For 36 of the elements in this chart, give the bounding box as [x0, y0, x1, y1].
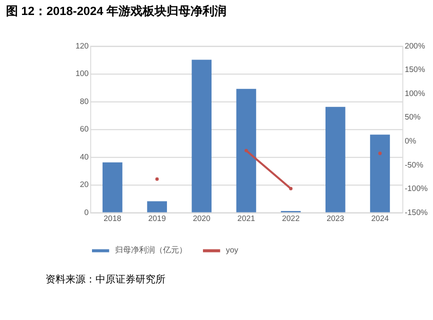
x-tick-label: 2019: [148, 214, 166, 223]
point: [244, 148, 248, 152]
y2-tick-label: -100%: [404, 184, 428, 194]
y-tick-label: 80: [80, 96, 90, 106]
x-tick-label: 2022: [282, 214, 300, 223]
bar: [147, 201, 167, 212]
bar: [236, 88, 256, 212]
legend-label: 归母净利润（亿元）: [114, 246, 187, 255]
point: [155, 177, 159, 181]
x-tick-label: 2021: [237, 214, 256, 223]
chart-title: 图 12：2018-2024 年游戏板块归母净利润: [6, 4, 227, 18]
x-tick-label: 2020: [192, 214, 212, 223]
y-tick-label: 40: [80, 152, 90, 162]
text: 资料来源：中原证券研究所: [46, 274, 166, 286]
bar: [102, 162, 122, 212]
bar: [325, 106, 346, 212]
point: [289, 186, 293, 190]
x-tick-label: 2023: [326, 214, 345, 223]
x-tick-label: 2024: [371, 214, 390, 223]
y2-tick-label: 100%: [404, 88, 425, 98]
y2-tick-label: -50%: [404, 160, 424, 170]
y-tick-label: 20: [80, 180, 90, 190]
y-tick-label: 0: [84, 208, 90, 217]
legend-label: yoy: [226, 246, 238, 255]
y2-tick-label: 200%: [404, 41, 425, 50]
y2-tick-label: 150%: [404, 65, 425, 74]
y-tick-label: 120: [75, 41, 90, 50]
x-tick-label: 2018: [104, 214, 122, 223]
point: [378, 152, 382, 156]
y2-tick-label: -150%: [404, 208, 428, 217]
bar: [192, 60, 212, 212]
y2-tick-label: 0%: [404, 136, 416, 146]
y2-tick-label: 50%: [404, 112, 421, 122]
bar: [370, 134, 390, 212]
y-tick-label: 60: [80, 124, 90, 134]
y-tick-label: 100: [75, 69, 90, 78]
